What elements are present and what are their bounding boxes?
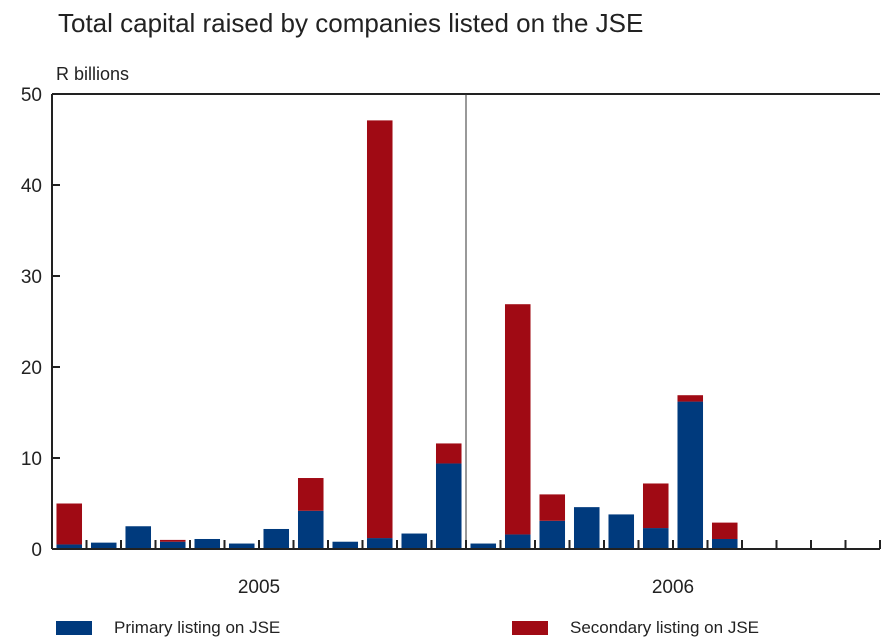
legend-swatch-primary <box>56 621 92 635</box>
bar-secondary-7 <box>297 478 324 511</box>
bar-secondary-0 <box>56 503 83 545</box>
bar-primary-15 <box>573 507 600 549</box>
bar-primary-4 <box>194 538 221 549</box>
legend-swatch-secondary <box>512 621 548 635</box>
y-tick-label-50: 50 <box>21 85 42 106</box>
legend-item-primary: Primary listing on JSE <box>56 618 280 638</box>
bar-secondary-3 <box>159 539 186 542</box>
legend-item-secondary: Secondary listing on JSE <box>512 618 759 638</box>
bar-primary-13 <box>504 534 531 549</box>
bar-secondary-18 <box>677 395 704 402</box>
y-tick-label-0: 0 <box>31 540 42 561</box>
y-tick-label-40: 40 <box>21 176 42 197</box>
bar-secondary-13 <box>504 304 531 535</box>
legend-label-secondary: Secondary listing on JSE <box>570 618 759 637</box>
y-tick-label-20: 20 <box>21 358 42 379</box>
bar-primary-10 <box>401 533 428 549</box>
bar-primary-6 <box>263 528 290 549</box>
bar-primary-19 <box>711 538 738 549</box>
chart-title: Total capital raised by companies listed… <box>58 8 644 38</box>
bar-primary-7 <box>297 510 324 549</box>
bar-secondary-19 <box>711 522 738 539</box>
bar-primary-14 <box>539 520 566 549</box>
bar-primary-0 <box>56 544 83 549</box>
x-group-label-2005: 2005 <box>238 577 280 598</box>
bar-primary-9 <box>366 538 393 549</box>
bar-primary-18 <box>677 401 704 549</box>
bar-secondary-17 <box>642 483 669 529</box>
y-tick-label-10: 10 <box>21 449 42 470</box>
bar-primary-17 <box>642 528 669 549</box>
bar-secondary-11 <box>435 443 462 464</box>
bar-primary-12 <box>470 543 497 549</box>
x-group-label-2006: 2006 <box>652 577 694 598</box>
bar-primary-16 <box>608 514 635 549</box>
bar-primary-5 <box>228 543 255 549</box>
bar-secondary-9 <box>366 120 393 539</box>
bar-secondary-14 <box>539 494 566 521</box>
y-tick-label-30: 30 <box>21 267 42 288</box>
bar-primary-1 <box>90 542 117 549</box>
bar-primary-11 <box>435 463 462 549</box>
bar-primary-3 <box>159 541 186 549</box>
bar-primary-2 <box>125 526 152 549</box>
legend-label-primary: Primary listing on JSE <box>114 618 281 637</box>
bar-primary-8 <box>332 541 359 549</box>
y-axis-label: R billions <box>56 64 129 84</box>
